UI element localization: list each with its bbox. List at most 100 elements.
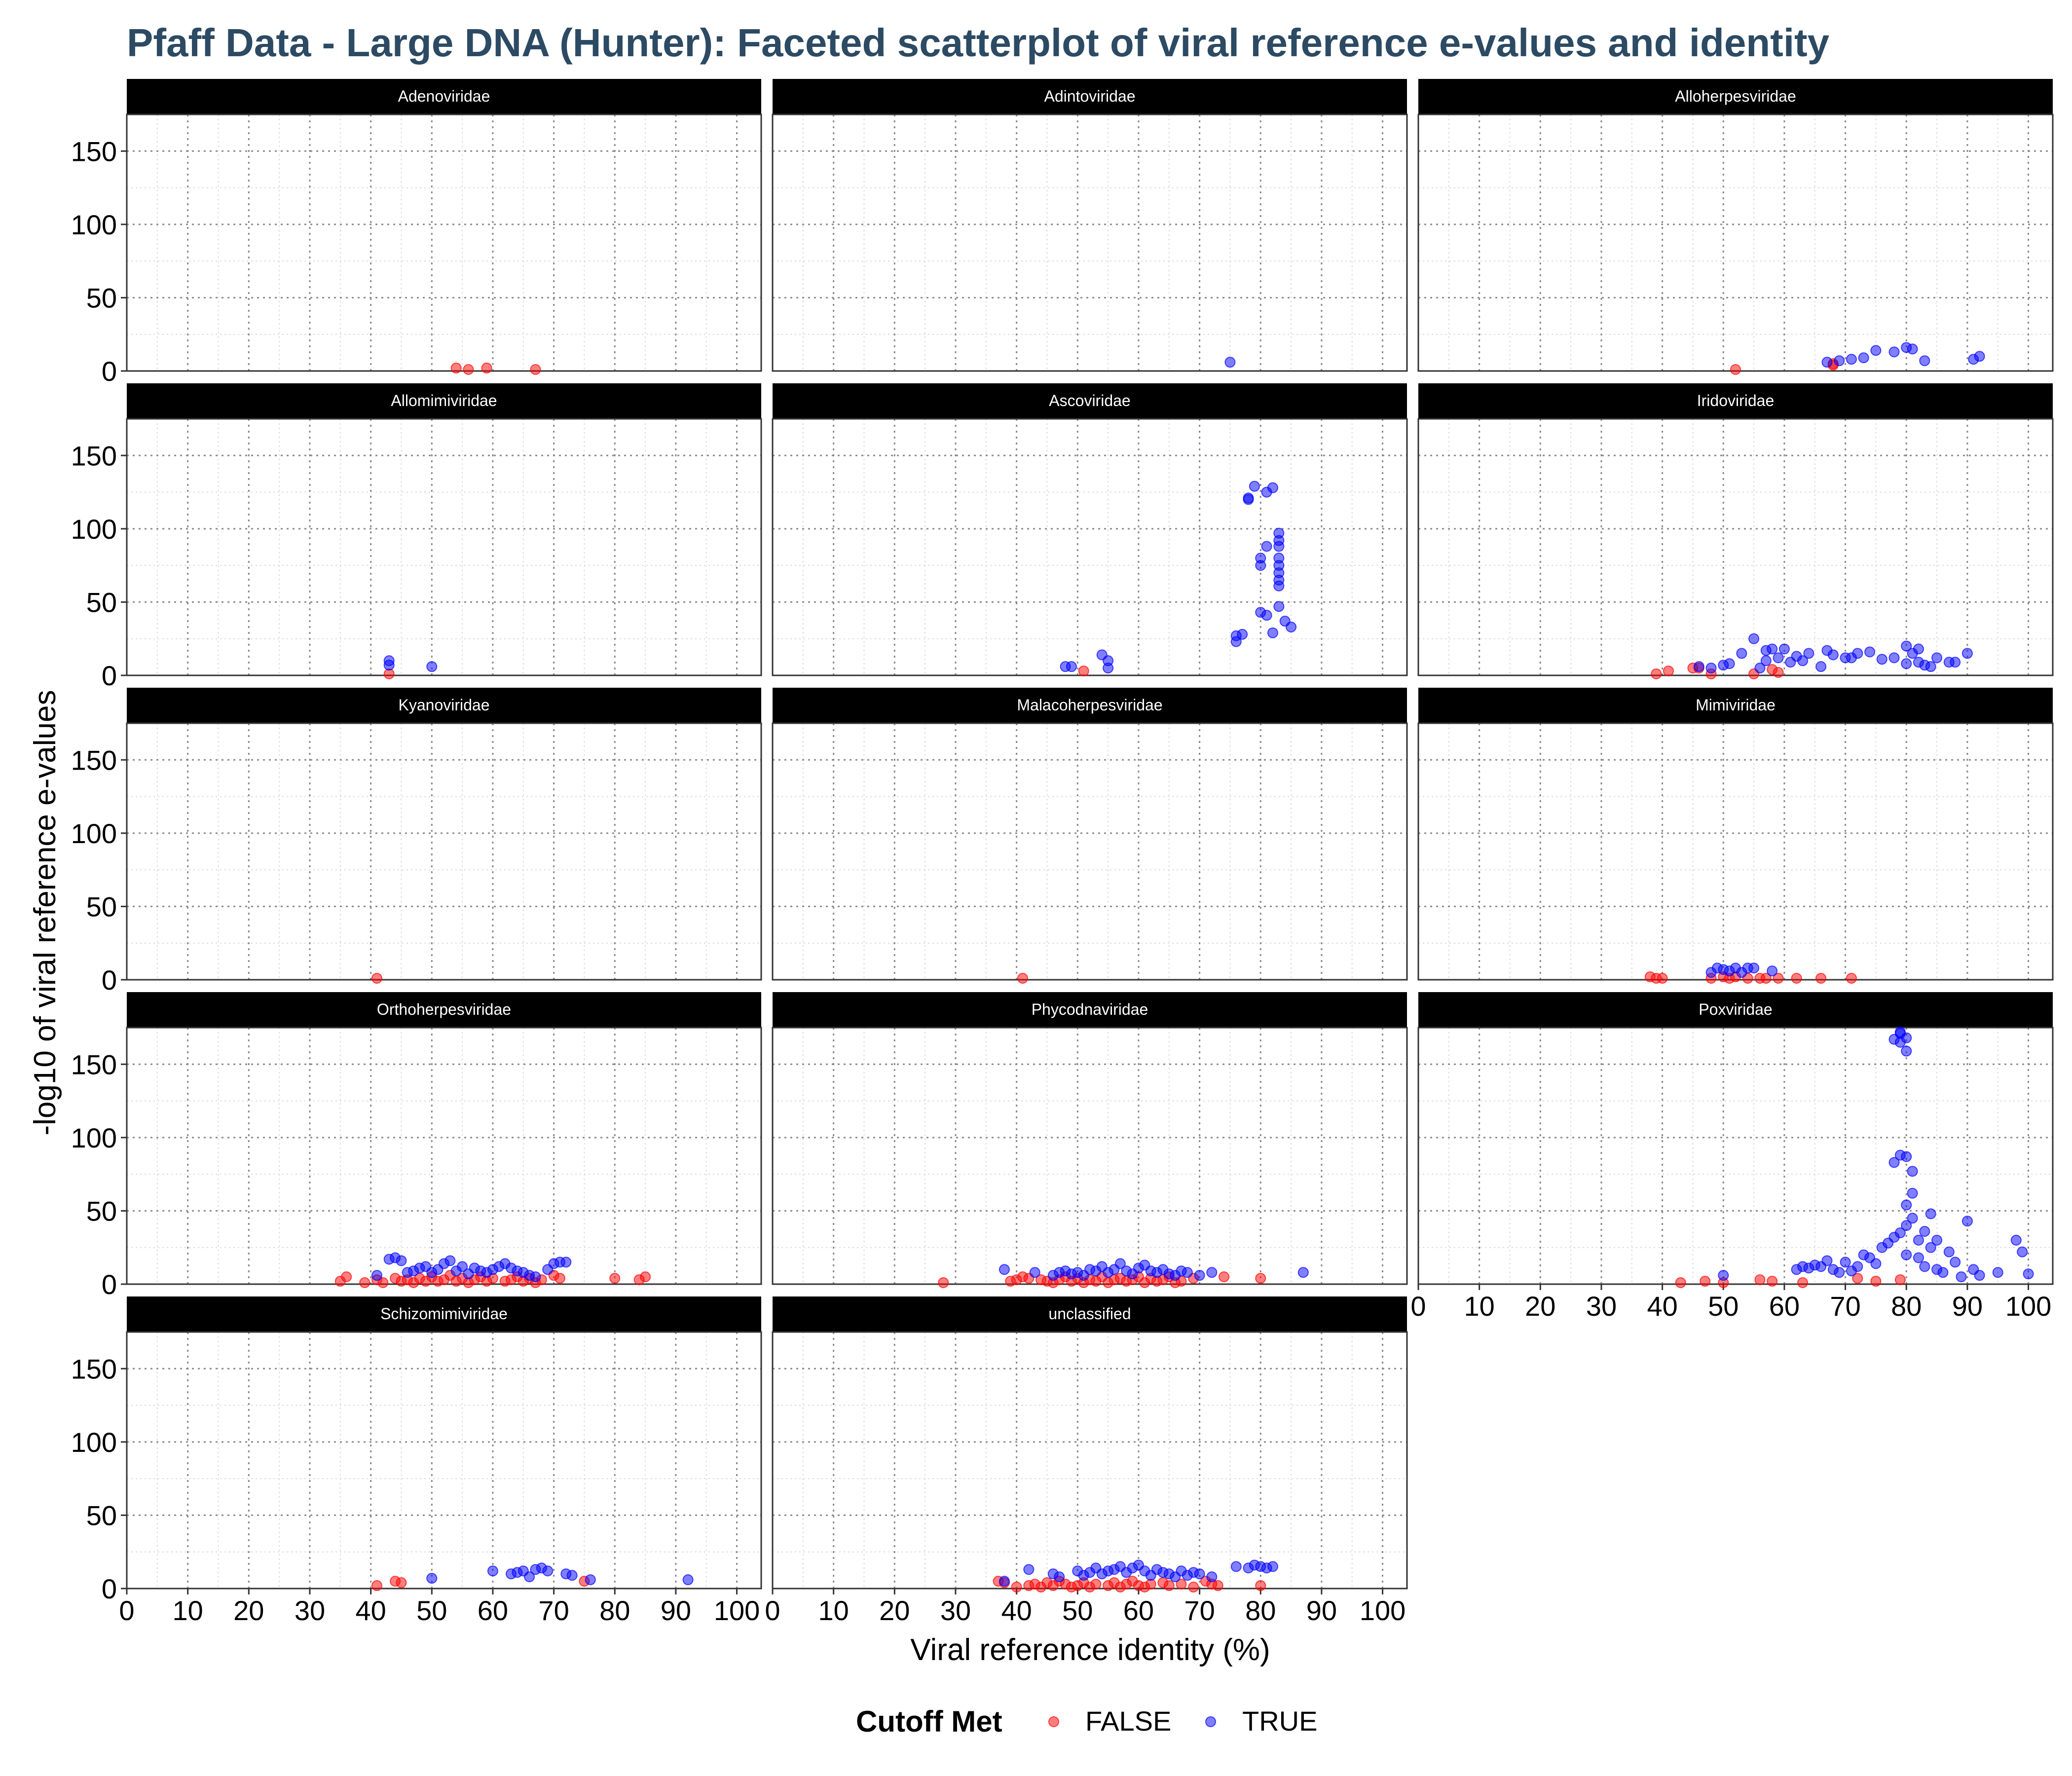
data-points (371, 973, 382, 984)
facet-panel: unclassified 0 10 20 30 40 50 60 70 80 90 100 (765, 1296, 1408, 1626)
panel-border (772, 1027, 1408, 1285)
data-point-true (1961, 648, 1973, 659)
x-tick-label: 40 (1647, 1291, 1677, 1322)
data-point-true (1834, 1267, 1845, 1278)
panel-border (126, 1027, 762, 1285)
data-point-false (341, 1271, 352, 1283)
facet-strip (773, 688, 1407, 723)
facet-strip-label: Schizomimiviridae (380, 1305, 508, 1323)
y-tick-label: 150 (71, 744, 117, 776)
facet-strip-label: Mimiviridae (1696, 696, 1776, 714)
data-point-true (1023, 1564, 1035, 1575)
data-point-true (1267, 1561, 1278, 1572)
data-point-true (542, 1565, 554, 1577)
facet-strip (773, 1296, 1407, 1332)
panel-border (772, 1331, 1408, 1590)
facet-panel: Schizomimiviridae 0 50 100 150 0 10 20 30 40 50 60 7… (71, 1296, 762, 1626)
data-point-true (1974, 1270, 1985, 1281)
data-points (1017, 973, 1028, 984)
facet-strip (127, 1296, 761, 1332)
facet-strip (127, 79, 761, 114)
facet-strip-label: Adenoviridae (398, 87, 490, 105)
facet-strip-label: Alloherpesviridae (1675, 87, 1796, 105)
data-point-true (2023, 1268, 2034, 1280)
y-tick-label: 100 (71, 818, 117, 849)
x-tick-label: 70 (1184, 1595, 1215, 1626)
data-point-true (1182, 1267, 1193, 1278)
data-point-true (1852, 648, 1863, 659)
facet-panel: Adenoviridae 0 50 100 150 (71, 79, 762, 387)
data-point-true (1767, 965, 1778, 977)
x-tick-label: 20 (879, 1595, 910, 1626)
data-point-true (1748, 962, 1760, 974)
data-point-true (1778, 643, 1790, 655)
data-point-true (1821, 357, 1833, 368)
data-point-true (1931, 652, 1943, 664)
x-tick-label: 100 (714, 1595, 760, 1626)
data-point-true (2010, 1234, 2022, 1246)
data-point-true (1718, 1270, 1729, 1281)
facet-strip-label: Iridoviridae (1697, 392, 1775, 409)
legend-true-label: TRUE (1242, 1705, 1317, 1737)
data-point-true (1773, 652, 1784, 664)
facet-strip (1418, 383, 2053, 419)
data-point-true (1249, 481, 1260, 492)
panel-border (126, 722, 762, 981)
facet-strip (1418, 688, 2053, 723)
x-tick-label: 60 (1123, 1595, 1154, 1626)
panel-border (126, 113, 762, 372)
data-point-true (1286, 621, 1297, 632)
data-point-true (1237, 629, 1248, 640)
data-point-true (1907, 1166, 1918, 1177)
data-point-true (383, 660, 395, 671)
data-points (334, 1252, 651, 1289)
data-point-false (1663, 666, 1674, 677)
data-points (1644, 962, 1857, 984)
y-tick-label: 100 (71, 1122, 117, 1153)
data-point-true (1724, 658, 1735, 669)
facet-strip-label: Poxviridae (1699, 1000, 1772, 1018)
data-point-false (1255, 1580, 1266, 1591)
data-point-true (566, 1570, 578, 1581)
data-point-false (1760, 973, 1772, 984)
x-tick-label: 40 (1001, 1595, 1032, 1626)
facet-strip-label: Ascoviridae (1049, 392, 1130, 409)
x-tick-label: 90 (1306, 1595, 1337, 1626)
data-point-true (1066, 661, 1077, 672)
data-point-false (1791, 973, 1802, 984)
x-axis-title: Viral reference identity (%) (910, 1633, 1270, 1667)
facet-strip (773, 383, 1407, 419)
data-point-false (1846, 973, 1857, 984)
data-point-true (1901, 1220, 1912, 1231)
data-point-true (1858, 352, 1869, 364)
data-point-true (444, 1255, 456, 1266)
data-point-true (1950, 1257, 1961, 1268)
data-point-false (1212, 1580, 1223, 1591)
y-tick-label: 100 (71, 514, 117, 545)
y-tick-label: 150 (71, 1353, 117, 1384)
x-tick-label: 30 (1586, 1291, 1617, 1322)
data-point-true (1194, 1568, 1205, 1580)
data-point-true (1267, 627, 1278, 638)
data-point-true (1870, 1258, 1882, 1269)
x-tick-label: 30 (940, 1595, 971, 1626)
data-point-true (1846, 354, 1857, 365)
data-point-true (1919, 355, 1930, 367)
facet-strip-label: Phycodnaviridae (1032, 1000, 1148, 1018)
data-point-true (1803, 648, 1814, 659)
data-point-false (1754, 1274, 1766, 1286)
data-point-true (1760, 655, 1772, 666)
data-point-true (1901, 1032, 1912, 1043)
data-point-true (1894, 1227, 1906, 1238)
data-point-true (1230, 1561, 1242, 1572)
data-point-false (371, 1580, 382, 1591)
data-point-true (1767, 643, 1778, 655)
data-point-true (524, 1571, 535, 1583)
chart-title: Pfaff Data - Large DNA (Hunter): Faceted… (127, 21, 1830, 65)
y-tick-label: 0 (102, 356, 117, 387)
data-point-false (396, 1577, 407, 1589)
data-point-true (1870, 345, 1882, 356)
data-points (993, 1559, 1278, 1593)
panel-border (772, 722, 1408, 981)
data-point-false (1797, 1277, 1809, 1289)
